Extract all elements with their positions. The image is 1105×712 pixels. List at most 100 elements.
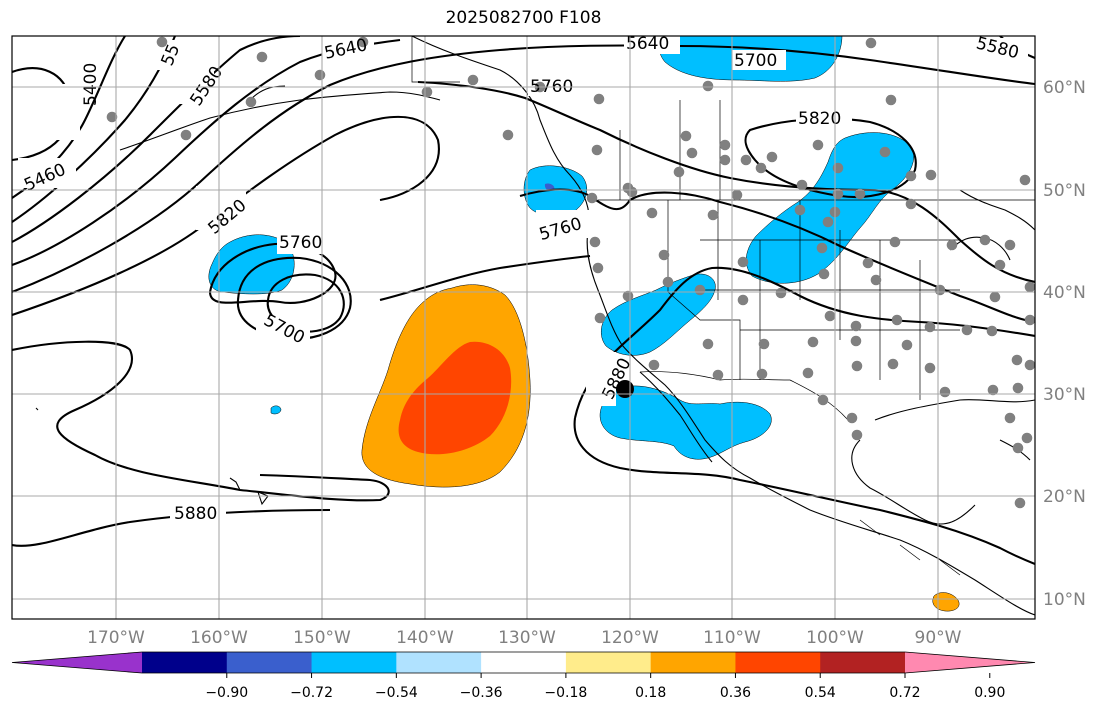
anomaly-shading [208, 36, 960, 612]
station-dot [586, 192, 598, 204]
station-dot [755, 162, 767, 174]
station-dot [979, 234, 991, 246]
colorbar-max-extend [905, 652, 1035, 673]
station-dot [314, 69, 326, 81]
station-dot [622, 290, 634, 302]
station-dot [702, 338, 714, 350]
colorbar-segment [650, 652, 736, 673]
station-dot [796, 179, 808, 191]
latitude-labels: 60°N 50°N 40°N 30°N 20°N 10°N [1043, 78, 1086, 610]
colorbar-segment [142, 652, 228, 673]
station-dot [673, 166, 685, 178]
station-dot [802, 367, 814, 379]
colorbar-tick-label: 0.18 [635, 685, 666, 701]
station-dot [680, 130, 692, 142]
station-dot [905, 170, 917, 182]
lon-label: 90°W [915, 628, 962, 648]
contour-label: 5820 [798, 109, 841, 129]
station-dot [986, 325, 998, 337]
station-dot [592, 262, 604, 274]
station-dot [939, 386, 951, 398]
lat-label: 40°N [1043, 283, 1086, 303]
station-dot [889, 236, 901, 248]
station-dot [731, 189, 743, 201]
station-dot [887, 358, 899, 370]
station-dot [662, 276, 674, 288]
contour-label: 5880 [174, 504, 217, 524]
colorbar-min-extend [12, 652, 142, 673]
lon-label: 170°W [87, 628, 145, 648]
colorbar-tick-label: −0.90 [205, 685, 248, 701]
station-dot [593, 93, 605, 105]
station-dot [626, 186, 638, 198]
lon-label: 150°W [293, 628, 351, 648]
station-dot [719, 154, 731, 166]
station-dot [905, 198, 917, 210]
lon-label: 100°W [806, 628, 864, 648]
station-dot [862, 257, 874, 269]
station-dot [812, 139, 824, 151]
station-dot [1024, 281, 1036, 293]
lat-label: 60°N [1043, 78, 1086, 98]
strong-positive-anomaly-region [398, 341, 512, 455]
station-dot [357, 36, 369, 48]
station-dot [707, 209, 719, 221]
station-dot [961, 324, 973, 336]
station-dot [1024, 359, 1036, 371]
station-dot [807, 336, 819, 348]
station-dot [879, 146, 891, 158]
lat-label: 20°N [1043, 487, 1086, 507]
station-dot [1019, 174, 1031, 186]
station-dot [775, 287, 787, 299]
lon-label: 140°W [396, 628, 454, 648]
station-points [106, 36, 1036, 509]
station-dot [846, 412, 858, 424]
lon-label: 120°W [601, 628, 659, 648]
station-dot [946, 239, 958, 251]
station-dot [1004, 412, 1016, 424]
contour-label-masks [18, 36, 1028, 523]
station-dot [994, 259, 1006, 271]
station-dot [824, 310, 836, 322]
station-dot [924, 321, 936, 333]
station-dot [818, 268, 830, 280]
station-dot [851, 429, 863, 441]
negative-anomaly-plains [745, 132, 914, 284]
station-dot [712, 369, 724, 381]
station-dot [1024, 314, 1036, 326]
colorbar-tick-label: −0.18 [544, 685, 587, 701]
station-dot [591, 144, 603, 156]
station-dot [1014, 497, 1026, 509]
station-dot [256, 51, 268, 63]
contour-label: 5640 [626, 34, 669, 54]
station-dot [694, 284, 706, 296]
station-dot [851, 360, 863, 372]
contour-label: 5760 [279, 233, 322, 253]
station-dot [589, 236, 601, 248]
graticule [12, 36, 1035, 619]
colorbar-outline [11, 651, 1036, 674]
station-dot [885, 94, 897, 106]
station-dot [658, 249, 670, 261]
colorbar-tick-label: 0.36 [720, 685, 751, 701]
station-dot [850, 335, 862, 347]
colorbar-tick-label: 0.90 [974, 685, 1005, 701]
station-dot [794, 204, 806, 216]
station-dot [737, 256, 749, 268]
station-dot [989, 291, 1001, 303]
station-dot [594, 312, 606, 324]
station-dot [925, 169, 937, 181]
station-dot [850, 320, 862, 332]
negative-anomaly-tiny [270, 405, 282, 415]
colorbar-segment [396, 652, 482, 673]
contour-label: 5700 [734, 51, 777, 71]
map-background [12, 36, 1035, 619]
lon-label: 160°W [190, 628, 248, 648]
station-dot [740, 154, 752, 166]
station-dot [758, 338, 770, 350]
station-dot [702, 80, 714, 92]
station-dot [870, 274, 882, 286]
negative-anomaly-mexico [599, 385, 772, 460]
station-dot [180, 129, 192, 141]
political-borders [411, 36, 1035, 576]
